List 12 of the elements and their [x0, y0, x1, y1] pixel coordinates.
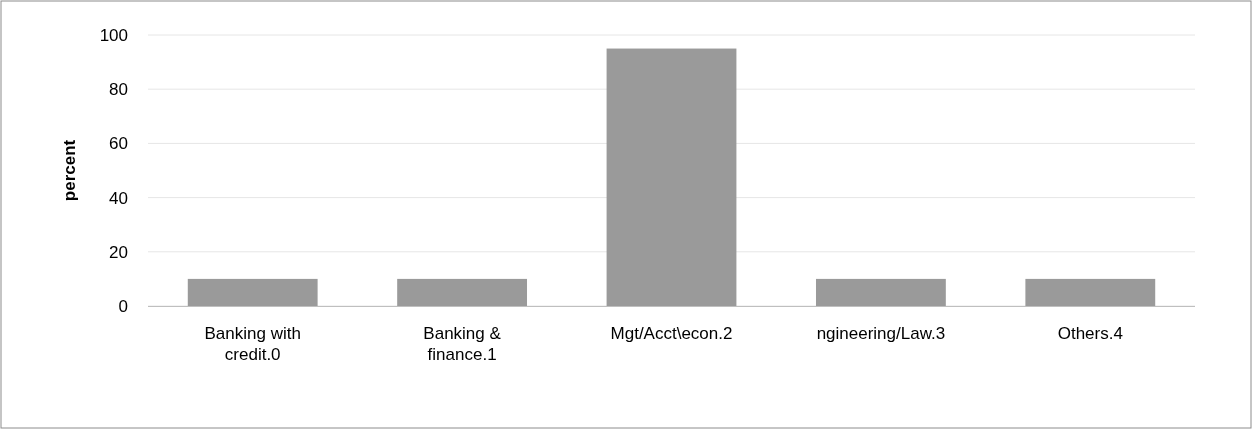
- y-tick-label: 60: [109, 134, 128, 154]
- x-tick-label: Banking with credit.0: [204, 324, 301, 365]
- y-tick-label: 40: [109, 188, 128, 208]
- x-tick-label: Others.4: [1057, 324, 1123, 343]
- x-tick-label: Mgt/Acct\econ.2: [610, 324, 733, 343]
- x-tick-label: Banking & finance.1: [423, 324, 502, 365]
- y-axis-title: percent: [60, 139, 79, 202]
- y-tick-label: 0: [118, 296, 128, 316]
- y-tick-label: 80: [109, 80, 128, 100]
- x-tick-label: ngineering/Law.3: [816, 324, 946, 343]
- y-tick-label: 100: [99, 25, 128, 45]
- y-tick-label: 20: [109, 242, 128, 262]
